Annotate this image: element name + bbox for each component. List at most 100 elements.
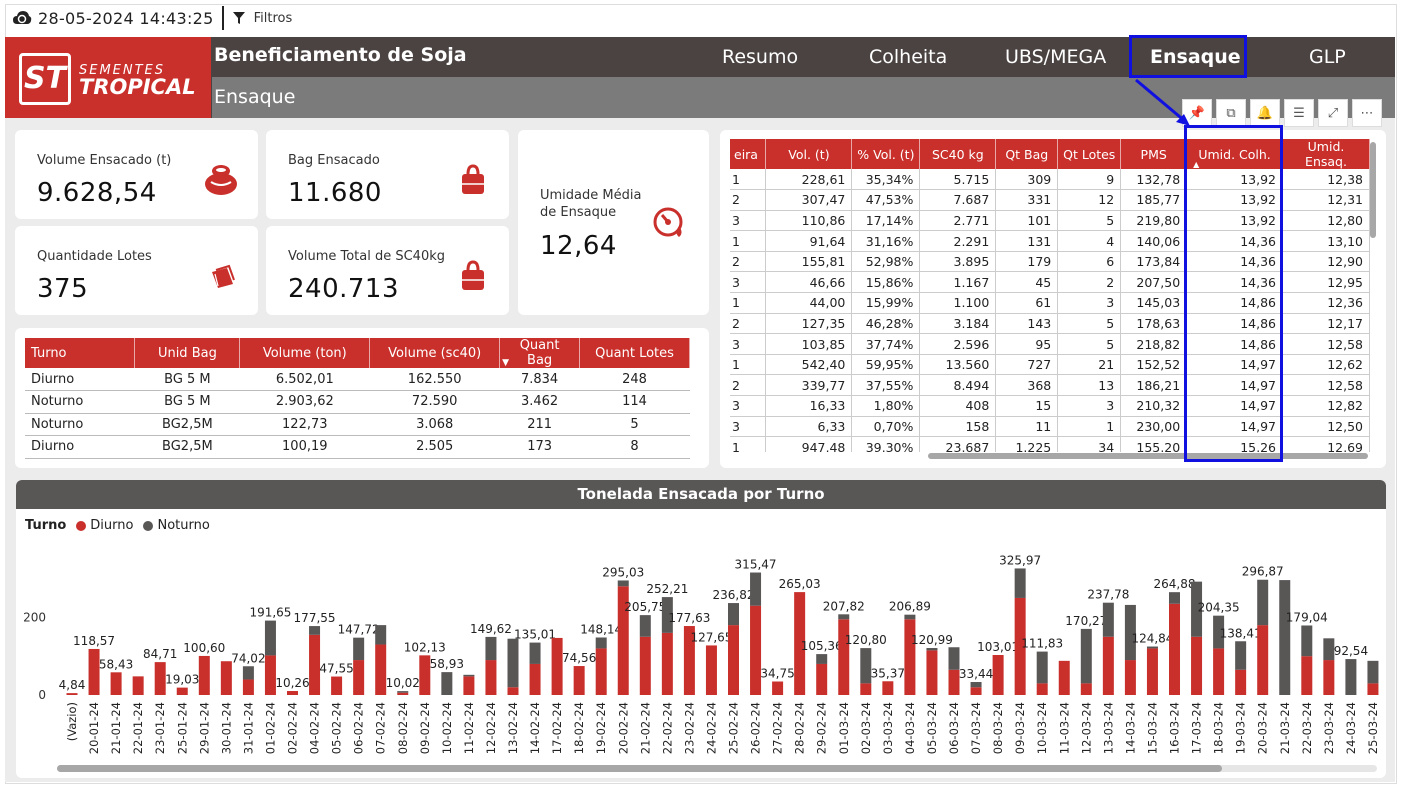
x-tick-label: 25-02-24 — [727, 702, 741, 754]
table-row[interactable]: 3 16,33 1,80% 408 15 3 210,32 14,97 12,82 — [730, 395, 1370, 417]
table-cell: 2.771 — [919, 210, 997, 232]
table-row[interactable]: Noturno BG2,5M 122,73 3.068 211 5 — [25, 413, 690, 436]
col-header[interactable]: Qt Lotes — [1057, 139, 1122, 169]
kpi-value: 9.628,54 — [37, 178, 157, 208]
table-cell: 173,84 — [1120, 251, 1188, 273]
data-label: 34,75 — [760, 667, 794, 681]
nav-glp[interactable]: GLP — [1309, 46, 1346, 68]
x-tick-label: 13-02-24 — [506, 702, 520, 754]
copy-icon[interactable]: ⧉ — [1216, 99, 1246, 127]
table-cell: 2.903,62 — [239, 390, 370, 414]
focus-mode-icon[interactable]: ⤢ — [1318, 99, 1348, 127]
table-row[interactable]: Noturno BG 5 M 2.903,62 72.590 3.462 114 — [25, 390, 690, 414]
stack-icon — [209, 264, 237, 294]
bar-diurno — [507, 687, 519, 695]
bar-chart: 0 200 4,84 (Vazio) 118,57 20-01-24 58,43 21-01-… — [23, 553, 1380, 754]
table-cell: 132,78 — [1120, 169, 1188, 191]
filter-icon[interactable]: ☰ — [1284, 99, 1314, 127]
bell-icon[interactable]: 🔔 — [1250, 99, 1280, 127]
filters-button[interactable]: Filtros — [253, 10, 293, 26]
x-tick-label: 13-03-24 — [1101, 702, 1115, 754]
table-cell: 8.494 — [919, 374, 997, 397]
legend-label-diurno[interactable]: Diurno — [90, 518, 134, 533]
table-row[interactable]: 3 103,85 37,74% 2.596 95 5 218,82 14,86 12,58 — [730, 333, 1370, 355]
x-tick-label: 28-02-24 — [793, 702, 807, 754]
nav-ubs-mega[interactable]: UBS/MEGA — [1005, 46, 1107, 68]
table-row[interactable]: 3 46,66 15,86% 1.167 45 2 207,50 14,36 12,95 — [730, 271, 1370, 294]
table-cell: 14,86 — [1186, 333, 1284, 355]
x-tick-label: 18-02-24 — [572, 702, 586, 754]
table-row[interactable]: Diurno BG2,5M 100,19 2.505 173 8 — [25, 435, 690, 459]
chart-hscroll[interactable] — [57, 765, 1222, 772]
table-row[interactable]: 2 155,81 52,98% 3.895 179 6 173,84 14,36 12,90 — [730, 251, 1370, 273]
filter-icon[interactable] — [232, 11, 246, 25]
col-header[interactable]: Unid Bag — [134, 338, 241, 368]
table-cell: 339,77 — [765, 374, 853, 397]
x-tick-label: 21-01-24 — [109, 702, 123, 754]
kpi-value: 375 — [37, 274, 89, 304]
col-header[interactable]: PMS — [1120, 139, 1188, 169]
col-header-sorted[interactable]: Quant Bag ▼ — [499, 338, 581, 368]
col-header[interactable]: Volume (ton) — [239, 338, 371, 368]
col-header[interactable]: Umid. Ensaq. — [1282, 139, 1370, 169]
table-cell: 14,36 — [1186, 230, 1284, 252]
table-cell: 218,82 — [1120, 333, 1188, 355]
table-cell: 230,00 — [1120, 416, 1188, 438]
table-row[interactable]: 2 127,35 46,28% 3.184 143 5 178,63 14,86 12,17 — [730, 313, 1370, 335]
col-header[interactable]: % Vol. (t) — [851, 139, 921, 169]
table-row[interactable]: 1 542,40 59,95% 13.560 727 21 152,52 14,97 12,62 — [730, 354, 1370, 376]
refresh-cloud-icon[interactable] — [12, 9, 32, 27]
bar-diurno — [397, 692, 409, 695]
table-cell: 210,32 — [1120, 395, 1188, 417]
col-header-sorted[interactable]: Umid. Colh. ▲ — [1186, 139, 1284, 169]
table-row[interactable]: 1 44,00 15,99% 1.100 61 3 145,03 14,86 12,36 — [730, 292, 1370, 314]
table-cell: 15,26 — [1186, 436, 1284, 452]
col-header[interactable]: Volume (sc40) — [369, 338, 501, 368]
table-row[interactable]: 3 6,33 0,70% 158 11 1 230,00 14,97 12,50 — [730, 416, 1370, 438]
pin-icon[interactable]: 📌 — [1182, 99, 1212, 127]
nav-ensaque[interactable]: Ensaque — [1150, 46, 1241, 68]
bar-diurno — [88, 648, 100, 695]
x-tick-label: 14-03-24 — [1123, 702, 1137, 754]
table-cell: 179 — [995, 251, 1059, 273]
table-row[interactable]: Diurno BG 5 M 6.502,01 162.550 7.834 248 — [25, 368, 690, 391]
kpi-value: 12,64 — [540, 231, 617, 261]
bar-noturno — [1146, 646, 1158, 649]
table-row[interactable]: 2 339,77 37,55% 8.494 368 13 186,21 14,97 12,58 — [730, 374, 1370, 397]
col-header[interactable]: Turno — [25, 338, 136, 368]
umid-colh-highlight-box — [1184, 125, 1283, 462]
col-header[interactable]: Quant Lotes — [579, 338, 690, 368]
x-tick-label: 07-02-24 — [374, 702, 388, 754]
legend-label-noturno[interactable]: Noturno — [157, 518, 210, 533]
bar-noturno — [353, 637, 365, 661]
data-label: 111,83 — [1021, 637, 1063, 651]
detail-table-vscroll[interactable] — [1370, 142, 1376, 238]
bar-noturno — [375, 625, 387, 645]
table-cell: 219,80 — [1120, 210, 1188, 232]
table-cell: 4 — [1057, 230, 1122, 252]
table-cell: 12 — [1057, 189, 1122, 211]
data-label: 35,37 — [871, 666, 905, 680]
col-header[interactable]: Vol. (t) — [765, 139, 853, 169]
nav-resumo[interactable]: Resumo — [722, 46, 799, 68]
data-label: 74,56 — [562, 651, 596, 665]
table-cell: 11 — [995, 416, 1059, 438]
table-row[interactable]: 3 110,86 17,14% 2.771 101 5 219,80 13,92 12,80 — [730, 210, 1370, 232]
nav-colheita[interactable]: Colheita — [869, 46, 948, 68]
table-cell: BG2,5M — [134, 435, 240, 459]
col-header[interactable]: eira — [730, 139, 767, 169]
col-header[interactable]: SC40 kg — [919, 139, 997, 169]
data-label: 205,75 — [624, 600, 666, 614]
table-cell: BG 5 M — [134, 368, 240, 391]
detail-table-hscroll[interactable] — [928, 453, 1368, 459]
table-row[interactable]: 1 91,64 31,16% 2.291 131 4 140,06 14,36 13,10 — [730, 230, 1370, 252]
table-row[interactable]: 2 307,47 47,53% 7.687 331 12 185,77 13,92 12,31 — [730, 189, 1370, 211]
table-cell: 16,33 — [765, 395, 853, 417]
more-options-icon[interactable]: ⋯ — [1352, 99, 1382, 127]
table-cell: 23.687 — [919, 436, 997, 452]
col-header[interactable]: Qt Bag — [995, 139, 1059, 169]
table-row[interactable]: 1 947,48 39,30% 23.687 1.225 34 155,20 15,26 12,… — [730, 436, 1370, 452]
bar-diurno — [661, 632, 673, 695]
table-row[interactable]: 1 228,61 35,34% 5.715 309 9 132,78 13,92 12,38 — [730, 169, 1370, 191]
detail-table-viewport: eira Vol. (t) % Vol. (t) SC40 kg Qt Bag … — [730, 139, 1370, 452]
